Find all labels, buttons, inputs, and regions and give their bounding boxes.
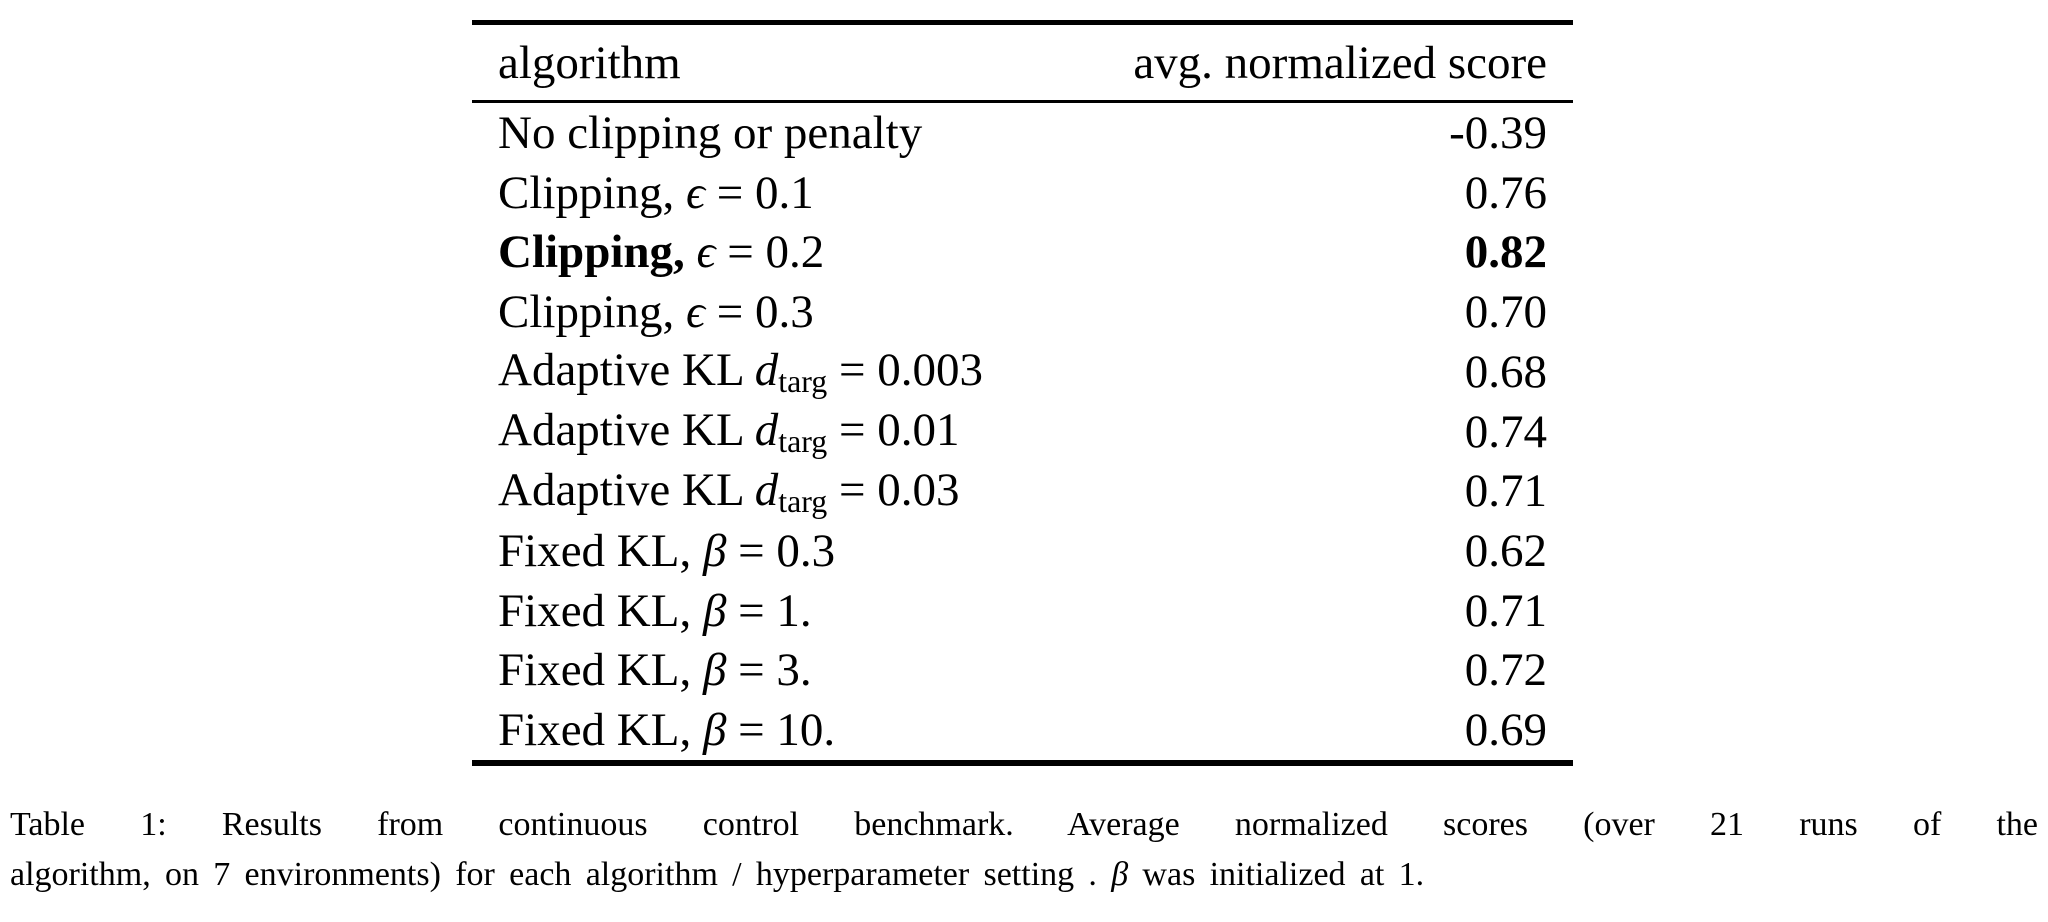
text-segment: = 0.3 [726, 525, 836, 577]
table-row: Fixed KL, β = 3. 0.72 [472, 641, 1573, 701]
text-segment: d [754, 463, 779, 516]
text-segment: was initialized at 1. [1128, 856, 1425, 893]
text-segment: Adaptive KL [498, 404, 755, 457]
text-segment: = 0.01 [827, 404, 960, 457]
score-cell: 0.82 [1464, 226, 1547, 279]
algorithm-cell: Fixed KL, β = 3. [498, 643, 812, 697]
table-row: Adaptive KL dtarg = 0.03 0.71 [472, 461, 1573, 521]
text-segment: Fixed KL, [498, 704, 703, 757]
table-mid-rule [472, 100, 1573, 103]
score-cell: 0.71 [1464, 465, 1547, 518]
table-row: Adaptive KL dtarg = 0.003 0.68 [472, 342, 1573, 402]
algorithm-cell: Adaptive KL dtarg = 0.03 [498, 463, 960, 520]
text-segment: Clipping, [498, 226, 697, 279]
algorithm-cell: No clipping or penalty [498, 106, 922, 160]
column-header-algorithm: algorithm [498, 36, 681, 89]
text-segment: = 3. [726, 644, 812, 697]
table-row: Fixed KL, β = 10. 0.69 [472, 700, 1573, 760]
algorithm-cell: Clipping, ϵ = 0.2 [498, 225, 824, 279]
text-segment: d [754, 344, 779, 397]
text-segment: algorithm, on 7 environments) for each a… [10, 856, 1112, 893]
caption-line-2: algorithm, on 7 environments) for each a… [10, 850, 2038, 900]
text-segment: Fixed KL, [498, 644, 703, 697]
table-row: Clipping, ϵ = 0.2 0.82 [472, 222, 1573, 282]
text-segment: targ [778, 364, 828, 400]
text-segment: β [702, 644, 727, 697]
table-row: Fixed KL, β = 0.3 0.62 [472, 521, 1573, 581]
table-row: Fixed KL, β = 1. 0.71 [472, 581, 1573, 641]
text-segment: Adaptive KL [498, 463, 755, 516]
score-cell: -0.39 [1449, 106, 1547, 159]
text-segment: = 0.3 [704, 286, 814, 339]
text-segment: = 0.003 [827, 344, 984, 397]
score-cell: 0.72 [1464, 644, 1547, 697]
text-segment: ϵ [686, 166, 705, 219]
score-cell: 0.74 [1464, 405, 1547, 458]
text-segment: d [754, 404, 779, 457]
text-segment: = 10. [726, 704, 836, 757]
algorithm-cell: Clipping, ϵ = 0.3 [498, 285, 814, 339]
table-caption: Table 1: Results from continuous control… [10, 800, 2038, 900]
text-segment: No clipping or penalty [498, 106, 923, 159]
table-body: No clipping or penalty -0.39 Clipping, ϵ =… [472, 103, 1573, 760]
score-cell: 0.68 [1464, 345, 1547, 398]
score-cell: 0.76 [1464, 166, 1547, 219]
score-cell: 0.69 [1464, 704, 1547, 757]
score-cell: 0.70 [1464, 286, 1547, 339]
results-table: algorithm avg. normalized score No clipp… [472, 20, 1573, 766]
text-segment: Clipping, [498, 166, 687, 219]
text-segment: = 0.2 [715, 226, 825, 279]
algorithm-cell: Fixed KL, β = 0.3 [498, 524, 835, 578]
text-segment: Adaptive KL [498, 344, 755, 397]
score-cell: 0.62 [1464, 525, 1547, 577]
algorithm-cell: Adaptive KL dtarg = 0.003 [498, 343, 983, 400]
table-top-rule [472, 20, 1573, 25]
text-segment: ϵ [696, 226, 716, 279]
table-row: Adaptive KL dtarg = 0.01 0.74 [472, 402, 1573, 462]
text-segment: = 0.1 [704, 166, 814, 219]
text-segment: = 0.03 [827, 463, 960, 516]
table-row: No clipping or penalty -0.39 [472, 103, 1573, 163]
score-cell: 0.71 [1464, 584, 1547, 637]
algorithm-cell: Fixed KL, β = 1. [498, 584, 812, 638]
text-segment: β [1111, 856, 1129, 893]
algorithm-cell: Clipping, ϵ = 0.1 [498, 166, 814, 220]
algorithm-cell: Fixed KL, β = 10. [498, 703, 835, 757]
text-segment: β [702, 704, 727, 757]
text-segment: = 1. [726, 584, 812, 637]
text-segment: Fixed KL, [498, 525, 703, 577]
text-segment: β [702, 584, 727, 637]
algorithm-cell: Adaptive KL dtarg = 0.01 [498, 403, 960, 460]
table-row: Clipping, ϵ = 0.3 0.70 [472, 282, 1573, 342]
table-row: Clipping, ϵ = 0.1 0.76 [472, 163, 1573, 223]
text-segment: ϵ [686, 286, 705, 339]
table-header-row: algorithm avg. normalized score [472, 25, 1573, 100]
table-bottom-rule [472, 760, 1573, 766]
text-segment: targ [778, 483, 828, 519]
text-segment: Clipping, [498, 286, 687, 339]
text-segment: Table 1: Results from continuous control… [10, 806, 2038, 843]
caption-line-1: Table 1: Results from continuous control… [10, 800, 2038, 850]
text-segment: β [702, 525, 727, 577]
text-segment: targ [778, 424, 828, 460]
text-segment: Fixed KL, [498, 584, 703, 637]
column-header-score: avg. normalized score [1133, 36, 1547, 89]
